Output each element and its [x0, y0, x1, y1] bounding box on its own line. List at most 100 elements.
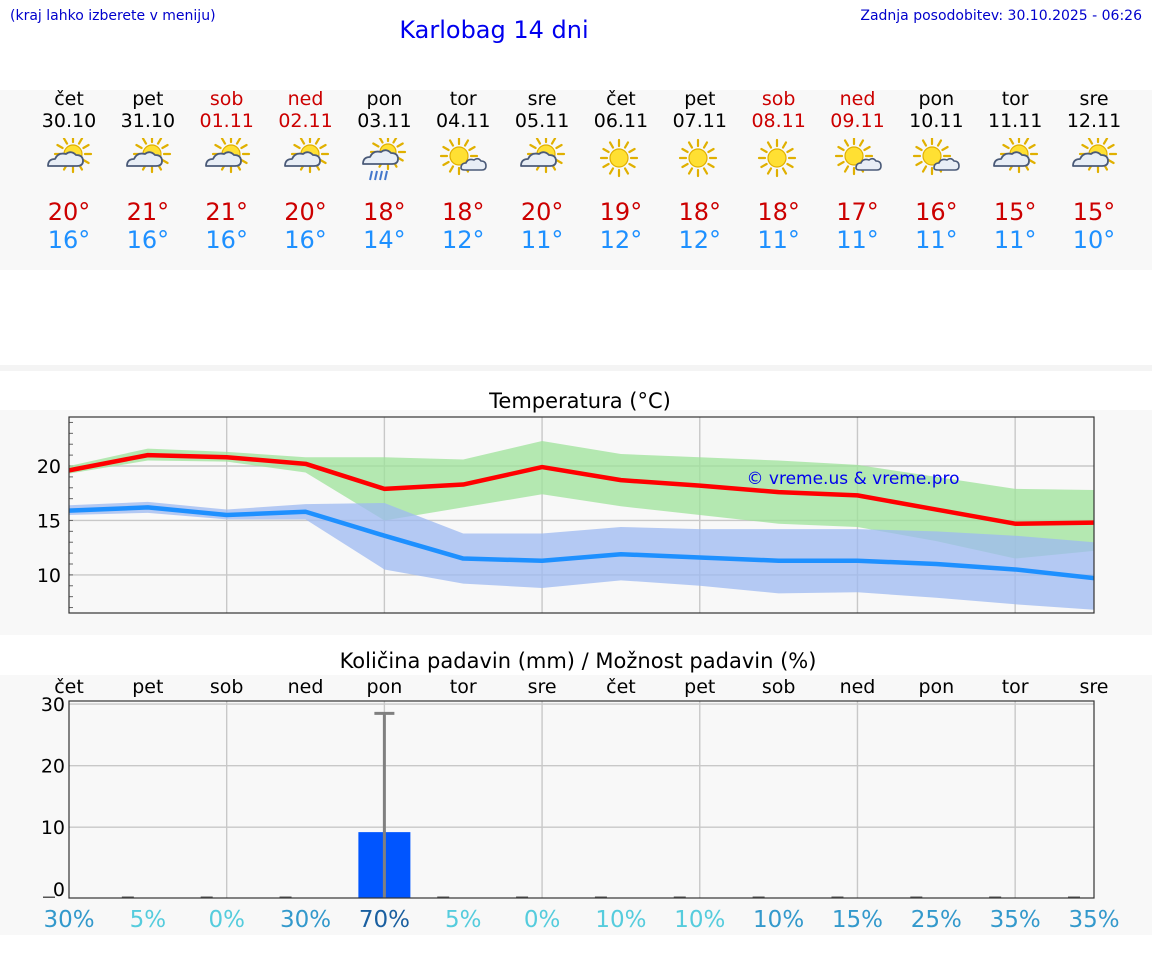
precip-day-label: pon — [367, 676, 403, 698]
day-date: 04.11 — [436, 110, 491, 132]
day-name: pon — [366, 88, 403, 110]
min-temperature: 11° — [993, 226, 1037, 254]
precip-bar — [200, 896, 213, 898]
temp-line-min — [68, 505, 1095, 581]
location-hint: (kraj lahko izberete v meniju) — [10, 8, 216, 24]
sun-cloud-icon — [1072, 134, 1118, 174]
precip-bar — [752, 896, 765, 898]
day-name: tor — [1001, 88, 1029, 110]
temp-line-max — [68, 452, 1095, 526]
weather-icon-holder — [124, 134, 174, 188]
sun-small-cloud-icon — [913, 136, 961, 176]
max-temperature: 18° — [678, 198, 722, 226]
max-temperature: 21° — [205, 198, 248, 226]
day-date: 01.11 — [199, 110, 254, 132]
precip-day-label: pet — [132, 676, 163, 698]
page-title: Karlobag 14 dni — [399, 16, 589, 44]
precip-ytick-label: 20 — [41, 756, 65, 778]
weather-icon-holder — [360, 133, 410, 188]
sun-cloud-icon — [125, 134, 171, 174]
day-name: čet — [606, 88, 636, 110]
max-temperature: 20° — [284, 198, 327, 226]
precip-bar — [437, 896, 450, 898]
precip-day-label: čet — [606, 676, 636, 698]
day-date: 02.11 — [278, 110, 333, 132]
day-name: sob — [209, 88, 244, 110]
precip-probability-label: 30% — [280, 907, 331, 933]
weather-icon-holder — [45, 134, 95, 188]
weather-icon-holder — [676, 138, 726, 188]
max-temperature: 20° — [47, 198, 91, 226]
max-temperature: 18° — [757, 198, 800, 226]
weather-icon-holder — [991, 134, 1041, 188]
day-name: čet — [54, 88, 84, 110]
min-temperature: 16° — [47, 226, 91, 254]
day-date: 12.11 — [1066, 110, 1122, 132]
precip-bar — [673, 896, 686, 898]
min-temperature: 11° — [520, 226, 564, 254]
precip-bar — [279, 896, 292, 898]
precip-probability-label: 25% — [911, 907, 962, 933]
precip-ytick-label: 10 — [41, 817, 65, 839]
precipitation-chart: Količina padavin (mm) / Možnost padavin … — [41, 649, 1120, 933]
max-temperature: 18° — [363, 198, 406, 226]
precip-bar — [1068, 896, 1080, 898]
sun-icon — [599, 138, 639, 178]
sun-small-cloud-icon — [834, 136, 882, 176]
sun-cloud-icon — [993, 134, 1039, 174]
max-temperature: 15° — [993, 198, 1037, 226]
precip-probability-label: 30% — [43, 907, 94, 933]
day-name: pet — [684, 88, 716, 110]
day-date: 30.10 — [41, 110, 97, 132]
precip-probability-label: 10% — [595, 907, 646, 933]
last-updated: Zadnja posodobitev: 30.10.2025 - 06:26 — [860, 8, 1142, 24]
day-date: 08.11 — [751, 110, 806, 132]
precip-day-label: tor — [450, 676, 477, 698]
weather-icon-holder — [755, 138, 805, 188]
divider-band — [0, 365, 1152, 371]
precip-bar — [121, 896, 134, 898]
temp-chart-title: Temperatura (°C) — [488, 389, 671, 413]
temp-ytick-label: 20 — [37, 456, 61, 478]
min-temperature: 11° — [915, 226, 958, 254]
sun-cloud-icon — [283, 134, 329, 174]
precip-ytick-label: 30 — [41, 694, 65, 716]
precip-probability-label: 0% — [208, 907, 245, 933]
sun-icon — [757, 138, 796, 178]
precip-bar — [989, 896, 1002, 898]
min-temperature: 12° — [678, 226, 722, 254]
sun-small-cloud-icon — [440, 136, 488, 176]
weather-icon-holder — [439, 136, 489, 188]
precip-ytick-label: 0 — [53, 879, 65, 901]
precip-probability-label: 5% — [130, 907, 167, 933]
precip-day-label: tor — [1002, 676, 1029, 698]
min-temperature: 16° — [284, 226, 327, 254]
precip-day-label: sob — [210, 676, 244, 698]
precip-day-label: pet — [684, 676, 715, 698]
min-temperature: 12° — [441, 226, 485, 254]
day-date: 07.11 — [672, 110, 727, 132]
temp-plot-frame — [68, 416, 1095, 614]
precip-probability-label: 35% — [990, 907, 1041, 933]
min-temperature: 16° — [126, 226, 170, 254]
min-temperature: 11° — [836, 226, 879, 254]
precip-bar — [831, 896, 844, 898]
max-temperature: 18° — [441, 198, 485, 226]
forecast-strip: čet 30.10 20° 16° pet 31.10 21° 16° sob 01.11 21° 1… — [0, 88, 1152, 270]
day-date: 05.11 — [514, 110, 570, 132]
temperature-chart: Temperatura (°C) 10 15 20 © vreme.us & vreme… — [37, 389, 1095, 614]
precip-day-label: sre — [528, 676, 557, 698]
day-name: pon — [918, 88, 955, 110]
precip-day-label: ned — [288, 676, 324, 698]
precip-plot-area — [69, 701, 1094, 898]
precip-day-label: pon — [918, 676, 954, 698]
day-date: 11.11 — [987, 110, 1043, 132]
day-date: 10.11 — [909, 110, 964, 132]
max-temperature: 17° — [836, 198, 879, 226]
min-temperature: 14° — [363, 226, 406, 254]
precip-probability-label: 10% — [753, 907, 804, 933]
weather-icon-holder — [518, 134, 568, 188]
precip-bar — [43, 896, 55, 898]
precip-bar — [910, 896, 923, 898]
sun-cloud-icon — [47, 134, 93, 174]
